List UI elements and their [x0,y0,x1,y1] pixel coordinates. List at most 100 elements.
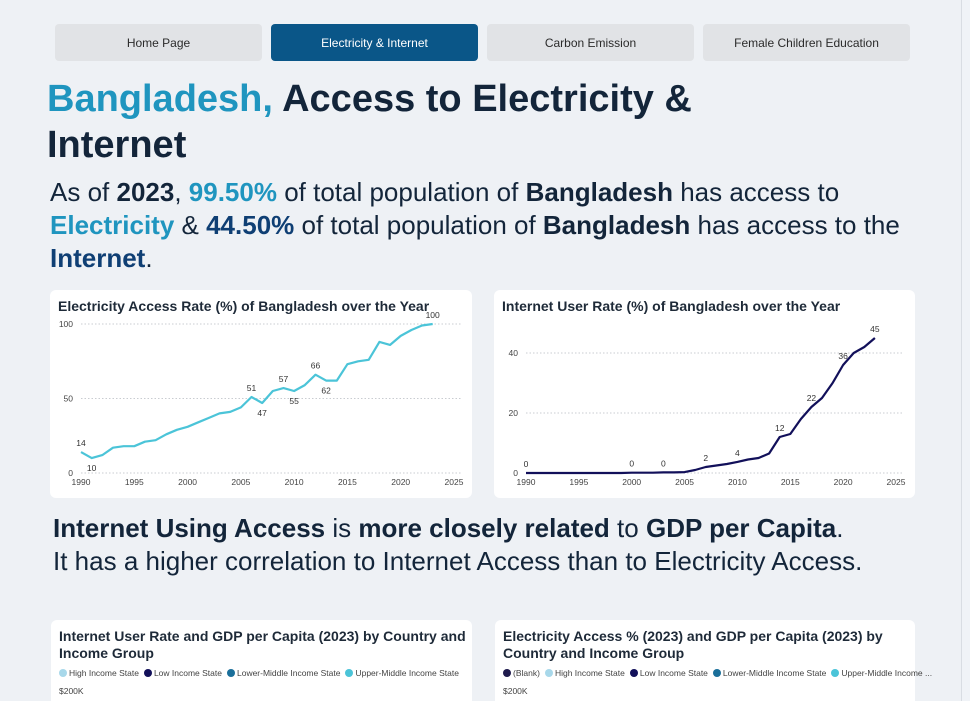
legend-label: High Income State [69,668,139,678]
statement-part: to [609,513,646,543]
data-label: 0 [661,458,666,468]
y-tick-label: $200K [59,686,84,696]
x-tick-label: 2020 [391,477,410,487]
internet-gdp-legend: High Income State Low Income State Lower… [59,668,459,678]
x-tick-label: 2010 [285,477,304,487]
electricity-gdp-legend: (Blank) High Income State Low Income Sta… [503,668,932,678]
legend-dot [544,669,553,677]
data-label: 66 [311,361,321,371]
x-tick-label: 2010 [728,477,747,487]
y-tick-label: $200K [503,686,528,696]
summary-part: . [145,243,153,273]
series-line [526,337,876,475]
statement-part: . [836,513,844,543]
internet-percent: 44.50% [206,210,295,240]
statement-bold: Internet Using Access [53,513,326,543]
data-label: 36 [838,351,848,361]
statement-part: It has a higher correlation to Internet … [53,546,863,576]
x-tick-label: 2000 [622,477,641,487]
legend-label: Low Income State [153,668,222,678]
legend-item[interactable]: Upper-Middle Income ... [831,668,932,678]
legend-item[interactable]: Upper-Middle Income State [345,668,459,678]
x-tick-label: 1990 [517,477,536,487]
data-label: 47 [257,408,267,418]
summary-part: As of [50,177,117,207]
legend-item[interactable]: Low Income State [143,668,222,678]
statement-bold: more closely related [358,513,610,543]
x-tick-label: 1990 [72,477,91,487]
x-tick-label: 2000 [178,477,197,487]
x-tick-label: 2015 [781,477,800,487]
legend-dot [345,669,354,677]
summary-internet-word: Internet [50,243,146,273]
legend-label: Upper-Middle Income State [355,668,459,678]
series-line [80,322,433,460]
x-tick-label: 2025 [887,477,906,487]
nav-tab-carbon-emission[interactable]: Carbon Emission [487,24,694,61]
data-label: 55 [289,396,299,406]
statement-bold: GDP per Capita [645,513,837,543]
title-country: Bangladesh, [47,78,273,120]
data-label: 45 [870,324,880,334]
title-rest: Access to Electricity & Internet [47,78,692,166]
x-tick-label: 2005 [231,477,250,487]
nav-tab-female-children-education[interactable]: Female Children Education [703,24,910,61]
legend-label: Lower-Middle Income State [722,668,827,678]
legend-label: (Blank) [513,668,540,678]
summary-country: Bangladesh [542,210,691,240]
internet-gdp-scatter-card[interactable]: Internet User Rate and GDP per Capita (2… [51,620,472,701]
summary-text: As of 2023, 99.50% of total population o… [50,176,930,275]
electricity-line-chart: 0 50 100 1990 1995 2000 2005 2010 2015 2020 2025 14… [59,310,464,487]
summary-part: of total population of [294,210,543,240]
electricity-percent: 99.50% [188,177,277,207]
data-label: 51 [247,383,257,393]
summary-part: has access to [672,177,840,207]
internet-gdp-scatter-title: Internet User Rate and GDP per Capita (2… [59,628,466,661]
x-tick-label: 1995 [125,477,144,487]
internet-chart-card[interactable]: Internet User Rate (%) of Bangladesh ove… [494,290,915,498]
data-label: 0 [524,459,529,469]
data-label: 22 [807,393,817,403]
y-tick-label: 20 [509,408,519,418]
legend-label: Low Income State [639,668,708,678]
y-tick-label: 40 [509,348,519,358]
legend-item[interactable]: (Blank) [503,668,540,678]
legend-label: Upper-Middle Income ... [841,668,933,678]
data-label: 62 [321,386,331,396]
nav-tab-home-page[interactable]: Home Page [55,24,262,61]
legend-item[interactable]: Lower-Middle Income State [712,668,827,678]
data-label: 0 [629,459,634,469]
x-tick-label: 1995 [569,477,588,487]
page-navigation: Home Page Electricity & Internet Carbon … [55,24,910,61]
legend-dot [226,669,235,677]
summary-part: , [174,177,189,207]
x-tick-label: 2020 [834,477,853,487]
nav-tab-electricity-internet[interactable]: Electricity & Internet [271,24,478,61]
summary-year: 2023 [116,177,175,207]
summary-part: has access to the [690,210,900,240]
statement-part: is [325,513,359,543]
summary-part: & [174,210,207,240]
data-label: 100 [426,310,440,320]
correlation-statement: Internet Using Access is more closely re… [53,512,933,578]
legend-item[interactable]: High Income State [544,668,625,678]
legend-dot [503,669,511,677]
summary-electricity-word: Electricity [50,210,175,240]
legend-item[interactable]: High Income State [59,668,139,678]
summary-part: of total population of [276,177,526,207]
y-tick-label: 50 [64,394,74,404]
electricity-chart-card[interactable]: Electricity Access Rate (%) of Banglades… [50,290,472,498]
x-tick-label: 2005 [675,477,694,487]
data-label: 4 [735,448,740,458]
legend-item[interactable]: Lower-Middle Income State [226,668,340,678]
data-label: 10 [87,463,97,473]
y-tick-label: 100 [59,319,73,329]
data-label: 2 [703,453,708,463]
legend-label: High Income State [554,668,625,678]
legend-item[interactable]: Low Income State [629,668,708,678]
data-label: 14 [76,438,86,448]
electricity-gdp-scatter-card[interactable]: Electricity Access % (2023) and GDP per … [495,620,932,701]
x-tick-label: 2015 [338,477,357,487]
summary-country: Bangladesh [525,177,673,207]
